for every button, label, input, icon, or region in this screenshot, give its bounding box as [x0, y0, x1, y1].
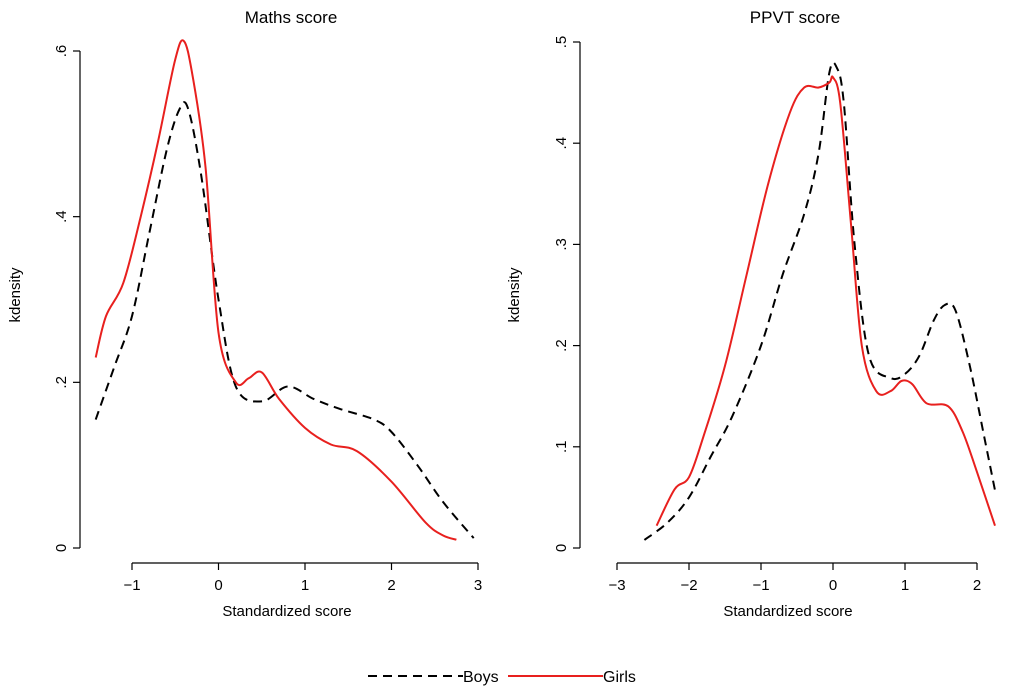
- x-tick-label: −1: [123, 577, 140, 594]
- x-tick-label: 2: [973, 577, 981, 594]
- y-tick-label: .6: [53, 45, 70, 58]
- y-tick-label: .3: [553, 238, 570, 251]
- x-tick-label: 1: [901, 577, 909, 594]
- x-axis-label: Standardized score: [222, 603, 351, 620]
- y-tick-label: 0: [53, 544, 70, 552]
- y-tick-label: .4: [553, 137, 570, 150]
- y-tick-label: .5: [553, 36, 570, 49]
- chart-title: PPVT score: [750, 8, 840, 27]
- x-axis-label: Standardized score: [723, 603, 852, 620]
- y-tick-label: 0: [553, 544, 570, 552]
- x-tick-label: 3: [474, 577, 482, 594]
- x-tick-label: −3: [608, 577, 625, 594]
- x-tick-label: 0: [829, 577, 837, 594]
- y-tick-label: .1: [553, 441, 570, 454]
- y-tick-label: .2: [553, 339, 570, 352]
- legend-label-boys: Boys: [463, 669, 499, 686]
- ppvt-score-panel: PPVT score Standardized score kdensity −…: [506, 8, 996, 620]
- maths-score-panel: Maths score Standardized score kdensity …: [7, 8, 482, 620]
- y-axis-label: kdensity: [7, 267, 24, 323]
- boys-density-line: [94, 101, 475, 539]
- y-axis-label: kdensity: [506, 267, 523, 323]
- girls-density-line: [655, 75, 996, 527]
- y-tick-label: .2: [53, 376, 70, 389]
- legend-label-girls: Girls: [603, 669, 636, 686]
- x-tick-label: 2: [387, 577, 395, 594]
- chart-title: Maths score: [245, 8, 338, 27]
- x-tick-label: −2: [680, 577, 697, 594]
- x-tick-label: 1: [301, 577, 309, 594]
- y-tick-label: .4: [53, 210, 70, 223]
- x-tick-label: 0: [214, 577, 222, 594]
- legend: Boys Girls: [368, 669, 636, 686]
- girls-density-line: [94, 39, 457, 541]
- boys-density-line: [643, 61, 996, 541]
- x-tick-label: −1: [752, 577, 769, 594]
